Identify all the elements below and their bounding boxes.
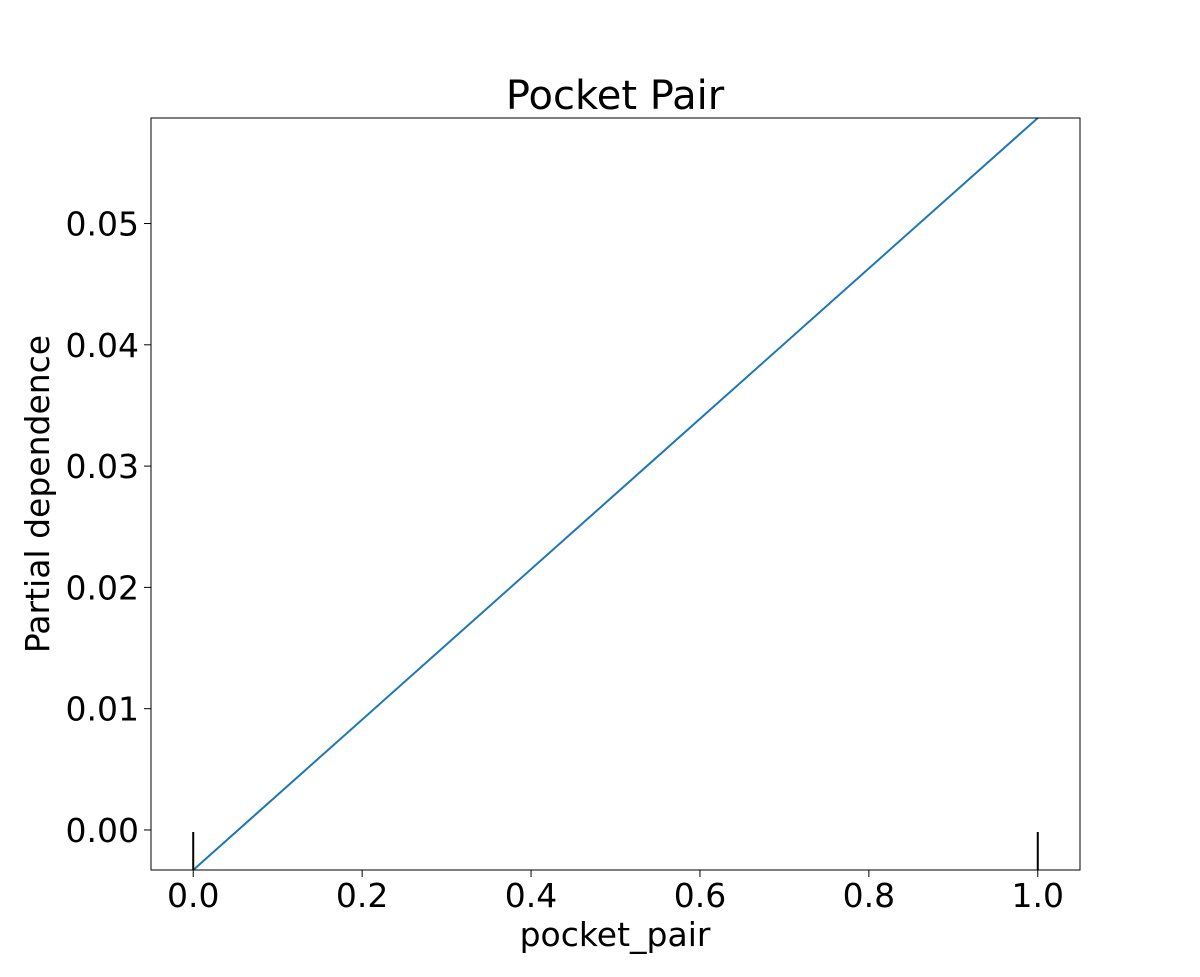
- y-axis-label: Partial dependence: [18, 335, 57, 653]
- chart-title: Pocket Pair: [506, 73, 725, 119]
- x-tick-label: 0.6: [674, 876, 726, 915]
- plot-frame: [150, 117, 1081, 871]
- x-tick-label: 0.8: [843, 876, 895, 915]
- x-tick-label: 0.0: [167, 876, 219, 915]
- y-tick-label: 0.02: [66, 568, 139, 607]
- x-axis-label: pocket_pair: [520, 915, 711, 954]
- series-line-0: [192, 117, 1039, 871]
- x-tick-label: 0.2: [336, 876, 388, 915]
- y-tick-label: 0.01: [66, 690, 139, 729]
- x-tick-label: 0.4: [505, 876, 557, 915]
- x-tick-label: 1.0: [1012, 876, 1064, 915]
- y-tick-label: 0.04: [66, 326, 139, 365]
- y-tick-label: 0.05: [66, 205, 139, 244]
- plot-layer: 0.0 0.2 0.4 0.6 0.8 1.0 0.00 0.01 0.02 0.03 0.04 0.…: [66, 117, 1081, 915]
- y-tick-label: 0.03: [66, 447, 139, 486]
- y-tick-label: 0.00: [66, 811, 139, 850]
